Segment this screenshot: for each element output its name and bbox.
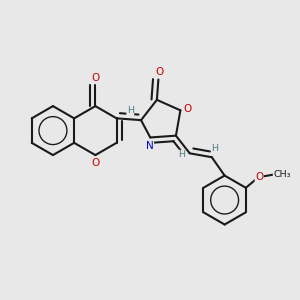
Text: H: H [178,150,185,159]
Text: H: H [211,144,218,153]
Text: CH₃: CH₃ [273,170,291,179]
Text: O: O [255,172,263,182]
Text: H: H [127,106,134,116]
Text: O: O [91,158,100,167]
Text: O: O [156,68,164,77]
Text: O: O [92,73,100,83]
Text: N: N [146,141,154,151]
Text: O: O [184,104,192,114]
